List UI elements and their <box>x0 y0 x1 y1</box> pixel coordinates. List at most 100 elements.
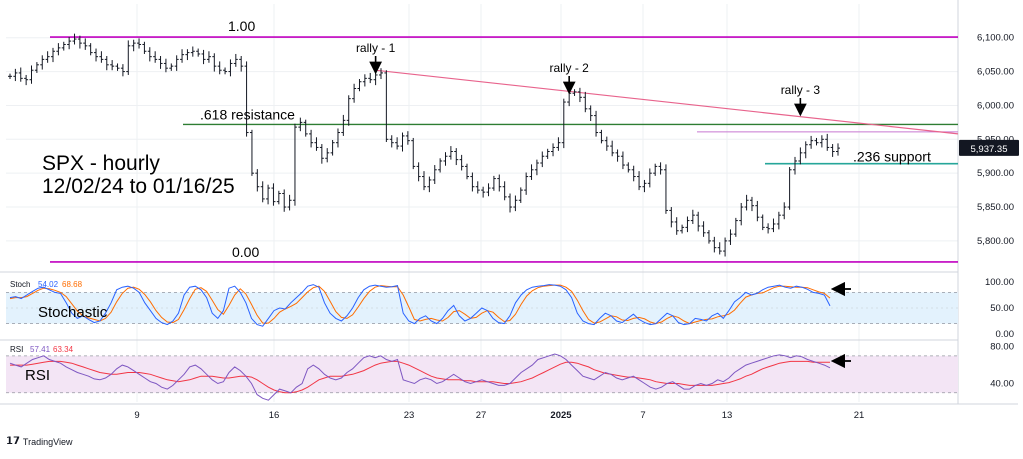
rally-label: rally - 3 <box>781 83 821 97</box>
price-bar <box>749 196 754 212</box>
trendline <box>375 69 959 135</box>
price-bar <box>8 73 12 80</box>
price-bar <box>416 162 421 182</box>
rsi-header: RSI <box>10 345 23 354</box>
price-bar <box>51 47 56 63</box>
price-bar <box>24 74 29 86</box>
price-bar <box>217 61 222 75</box>
price-bar <box>637 171 642 191</box>
price-bar <box>766 223 771 234</box>
price-bar <box>196 48 201 57</box>
price-bar <box>540 151 545 168</box>
price-bar <box>733 217 738 237</box>
price-bar <box>717 242 722 255</box>
price-bar <box>228 59 233 77</box>
price-bar <box>723 237 728 257</box>
price-bar <box>588 105 593 122</box>
level-label: .618 resistance <box>200 106 295 122</box>
price-bar <box>803 141 808 159</box>
rsi-axis-tick: 80.00 <box>990 342 1014 353</box>
price-bar <box>706 230 711 244</box>
price-bar <box>470 172 475 192</box>
chart-date-range: 12/02/24 to 01/16/25 <box>42 175 235 198</box>
price-bar <box>739 202 744 226</box>
price-bar <box>325 148 330 163</box>
price-bar <box>432 165 437 185</box>
price-bar <box>680 224 685 234</box>
x-tick-label: 7 <box>640 410 645 421</box>
axes: 9 16 23 27 2025 7 13 21 6,100.00 6,050.00 6,000.00… <box>134 33 1019 421</box>
price-bar <box>825 133 830 151</box>
price-bar <box>438 158 443 173</box>
price-bar <box>647 168 652 188</box>
x-tick-label: 27 <box>476 410 487 421</box>
price-bar <box>185 49 190 61</box>
price-bar <box>368 72 373 84</box>
price-bar <box>776 211 781 230</box>
price-bar <box>771 218 776 233</box>
price-bar <box>384 70 389 143</box>
rsi-line <box>9 353 831 401</box>
price-bar <box>174 55 179 71</box>
price-bar <box>266 184 271 205</box>
price-bar <box>653 163 658 176</box>
rsi-panel-label: RSI <box>25 367 50 384</box>
x-tick-label: 13 <box>722 410 733 421</box>
price-bar <box>190 46 195 57</box>
price-bar <box>13 68 18 82</box>
price-bar <box>18 67 23 82</box>
price-bar <box>352 83 357 103</box>
price-bar <box>373 71 378 86</box>
price-bar <box>83 38 88 50</box>
price-bar <box>77 35 82 49</box>
rsi-ma-line <box>10 360 830 394</box>
price-bar <box>395 137 400 150</box>
price-bar <box>642 179 647 193</box>
price-bar <box>626 162 631 173</box>
price-bar <box>249 129 254 176</box>
price-bar <box>61 41 66 51</box>
price-bar <box>497 174 502 192</box>
price-bar <box>819 135 824 148</box>
price-bar <box>443 152 448 166</box>
price-bar <box>99 51 104 63</box>
price-bar <box>405 131 410 145</box>
stoch-axis-tick: 50.00 <box>990 303 1014 314</box>
price-bar <box>115 63 120 71</box>
price-bar <box>787 167 792 210</box>
rsi-value: 57.41 <box>30 345 51 354</box>
price-bar <box>782 202 787 220</box>
price-bar <box>459 154 464 171</box>
stoch-header: Stoch <box>10 280 30 289</box>
price-bar <box>239 55 244 72</box>
stoch-d-line <box>9 284 831 325</box>
price-bar <box>491 175 496 191</box>
rsi-panel: RSI 57.41 63.34 RSI <box>6 345 958 401</box>
price-bar <box>110 60 115 71</box>
price-bar <box>583 91 588 113</box>
last-price-label: 5,937.35 <box>971 144 1008 155</box>
grid <box>0 0 1018 405</box>
tradingview-brand[interactable]: 𝟭𝟳 TradingView <box>6 436 72 447</box>
y-tick-label: 5,850.00 <box>977 202 1014 213</box>
price-bar <box>40 55 45 70</box>
x-tick-label: 16 <box>269 410 280 421</box>
price-bar <box>287 194 292 211</box>
level-label: .236 support <box>853 149 931 165</box>
price-bar <box>147 47 152 62</box>
price-bar <box>206 51 211 63</box>
price-bar <box>809 135 814 149</box>
stoch-k-line <box>9 284 831 327</box>
price-bar <box>158 55 163 69</box>
y-tick-label: 6,050.00 <box>977 67 1014 78</box>
price-panel <box>8 33 959 263</box>
price-bar <box>663 164 668 214</box>
price-bar <box>142 41 147 54</box>
price-bar <box>309 129 314 148</box>
price-bar <box>137 38 142 49</box>
price-bar <box>604 136 609 151</box>
price-bar <box>244 61 249 137</box>
price-bar <box>577 87 582 103</box>
price-bar <box>518 187 523 203</box>
